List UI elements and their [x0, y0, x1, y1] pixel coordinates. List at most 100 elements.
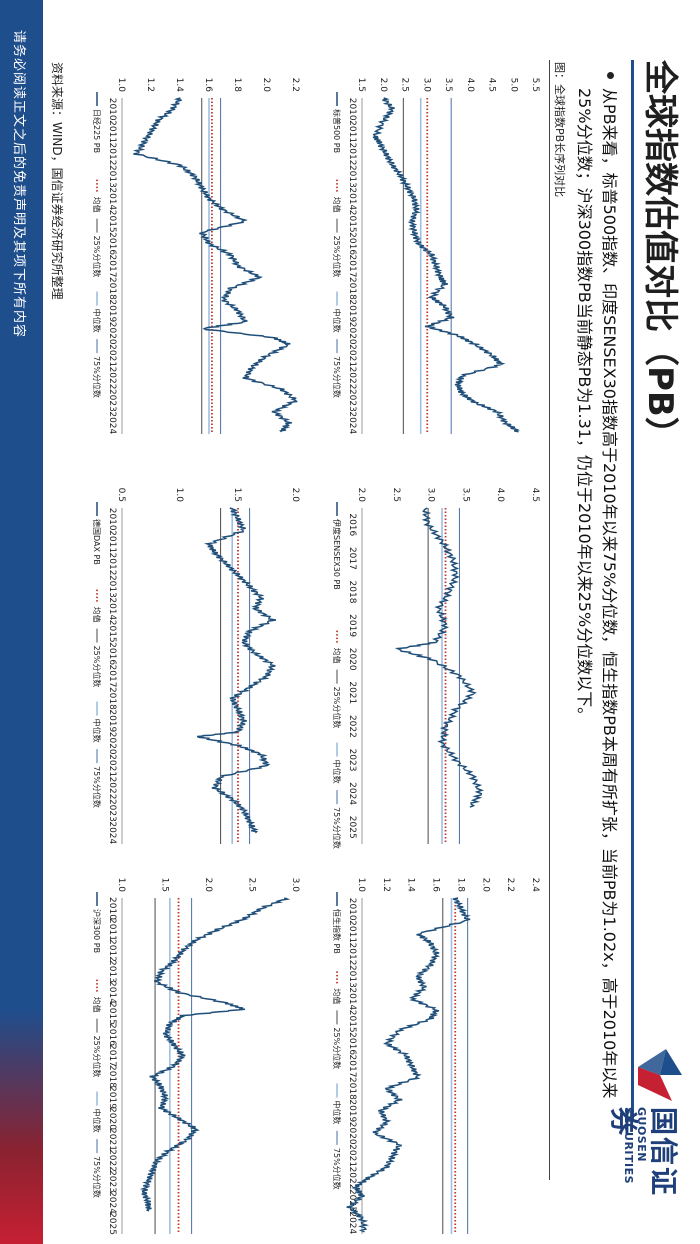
- y-tick-label: 1.2: [145, 78, 155, 92]
- guosen-logo-icon: [638, 1049, 682, 1101]
- y-tick-label: 1.8: [232, 78, 242, 93]
- x-tick-label: 2025: [107, 1212, 117, 1235]
- y-tick-label: 1.8: [455, 878, 465, 893]
- y-tick-label: 2.4: [530, 878, 540, 893]
- x-tick-label: 2010: [347, 98, 357, 121]
- legend-label: 日经225 PB: [92, 109, 102, 153]
- y-tick-label: 1.4: [174, 78, 184, 93]
- x-tick-label: 2010: [107, 897, 117, 920]
- x-tick-label: 2016: [347, 1032, 357, 1055]
- x-tick-label: 2024: [347, 411, 357, 434]
- x-tick-label: 2015: [107, 620, 117, 643]
- legend-label: 75%分位数: [92, 766, 102, 808]
- y-tick-label: 1.0: [116, 878, 126, 893]
- x-tick-label: 2011: [347, 920, 357, 943]
- pb-chart: 1.5 2.0 2.5 3.0 3.5 4.0 4.5 5.0 5.52010201120122…: [332, 78, 540, 435]
- pb-chart: 1.0 1.5 2.0 2.5 3.02010201120122013201420152…: [92, 878, 300, 1235]
- x-tick-label: 2020: [347, 322, 357, 345]
- x-tick-label: 2012: [107, 143, 117, 166]
- x-tick-label: 2011: [107, 120, 117, 143]
- y-tick-label: 3.0: [421, 78, 431, 93]
- y-tick-label: 2.2: [505, 878, 515, 892]
- source-note: 资料来源：WIND，国信证券经济研究所整理: [50, 62, 64, 300]
- y-tick-label: 3.0: [426, 488, 436, 503]
- x-tick-label: 2021: [107, 1128, 117, 1151]
- legend-label: 标普500 PB: [332, 109, 342, 153]
- x-tick-label: 2018: [347, 277, 357, 300]
- legend-label: 中位数: [332, 1100, 342, 1124]
- x-tick-label: 2018: [347, 1077, 357, 1100]
- legend-label: 75%分位数: [92, 1156, 102, 1198]
- y-tick-label: 1.0: [174, 488, 184, 503]
- pb-chart-panel: 0.5 1.0 1.5 2.0 2010 2011 2012 2013 2014 2015 2016…: [77, 472, 302, 852]
- x-tick-label: 2020: [347, 1122, 357, 1145]
- x-tick-label: 2013: [107, 165, 117, 188]
- bullet-icon: [607, 72, 614, 79]
- x-tick-label: 2016: [347, 232, 357, 255]
- pb-series-line: [139, 897, 291, 1212]
- y-tick-label: 1.5: [232, 488, 242, 502]
- legend-label: 均值: [332, 988, 342, 1004]
- disclaimer-text: 请务必阅读正文之后的免责声明及其项下所有内容: [11, 30, 26, 339]
- x-tick-label: 2011: [107, 918, 117, 941]
- logo-english-name: GUOSEN SECURITIES: [622, 1107, 648, 1185]
- y-tick-label: 0.5: [116, 488, 126, 502]
- y-tick-label: 2.5: [400, 78, 410, 92]
- x-tick-label: 2022: [347, 1167, 357, 1190]
- legend-label: 均值: [332, 648, 342, 664]
- pb-series-line: [132, 97, 298, 433]
- x-tick-label: 2020: [107, 1107, 117, 1130]
- legend-label: 均值: [332, 197, 342, 213]
- x-tick-label: 2014: [107, 981, 117, 1004]
- x-tick-label: 2011: [347, 120, 357, 143]
- legend-label: 75%分位数: [92, 356, 102, 398]
- x-tick-label: 2018: [107, 687, 117, 710]
- legend-label: 75%分位数: [332, 1148, 342, 1190]
- legend-label: 均值: [92, 197, 102, 213]
- x-tick-label: 2018: [107, 1065, 117, 1088]
- x-tick-label: 2019: [347, 1099, 357, 1122]
- x-tick-label: 2024: [347, 1211, 357, 1234]
- y-tick-label: 4.0: [495, 488, 505, 503]
- legend-label: 25%分位数: [92, 646, 102, 688]
- x-tick-label: 2015: [347, 210, 357, 233]
- legend-label: 25%分位数: [332, 1027, 342, 1069]
- x-tick-label: 2017: [347, 547, 357, 570]
- y-tick-label: 3.0: [290, 878, 300, 893]
- pb-chart-panel: 2.0 2.5 3.0 3.5 4.0 4.5 2016 2017 2018 2019 2020 20…: [317, 472, 542, 852]
- x-tick-label: 2023: [107, 389, 117, 412]
- y-tick-label: 4.0: [465, 78, 475, 93]
- legend-label: 恒生指数 PB: [332, 909, 342, 954]
- x-tick-label: 2014: [347, 187, 357, 210]
- y-tick-label: 5.0: [508, 78, 518, 93]
- x-tick-label: 2013: [347, 965, 357, 988]
- legend-label: 中位数: [92, 719, 102, 743]
- y-tick-label: 1.2: [381, 878, 391, 892]
- x-tick-label: 2013: [107, 575, 117, 598]
- x-tick-label: 2010: [107, 508, 117, 531]
- legend-label: 25%分位数: [92, 236, 102, 278]
- x-tick-label: 2025: [347, 816, 357, 839]
- legend-label: 25%分位数: [332, 687, 342, 729]
- x-tick-label: 2023: [107, 1170, 117, 1193]
- x-tick-label: 2022: [107, 367, 117, 390]
- legend-label: 均值: [92, 997, 102, 1013]
- pb-chart-panel: 1.0 1.5 2.0 2.5 3.0 2010 2011 2012 2013 2014 2015 2…: [77, 862, 302, 1242]
- x-tick-label: 2017: [347, 1055, 357, 1078]
- page-title: 全球指数估值对比（PB）: [640, 60, 680, 451]
- x-tick-label: 2016: [107, 642, 117, 665]
- pb-chart: 1.0 1.2 1.4 1.6 1.8 2.0 2.2 2.4 2010201120122013…: [332, 878, 540, 1235]
- legend-label: 均值: [92, 607, 102, 623]
- x-tick-label: 2022: [107, 1149, 117, 1172]
- pb-chart: 0.5 1.0 1.5 2.0 2010201120122013201420152016…: [92, 488, 300, 845]
- figure-label: 图：全球指数PB长序列对比: [553, 62, 566, 198]
- y-tick-label: 1.5: [160, 878, 170, 892]
- y-tick-label: 5.5: [530, 78, 540, 92]
- x-tick-label: 2017: [107, 1044, 117, 1067]
- y-tick-label: 1.6: [431, 878, 441, 893]
- legend-label: 75%分位数: [332, 356, 342, 398]
- y-tick-label: 4.5: [487, 78, 497, 92]
- y-tick-label: 3.5: [460, 488, 470, 502]
- pb-chart: 2.0 2.5 3.0 3.5 4.0 4.5 2016 2017 2018 2019 2020 20…: [332, 488, 540, 849]
- y-tick-label: 2.2: [290, 78, 300, 92]
